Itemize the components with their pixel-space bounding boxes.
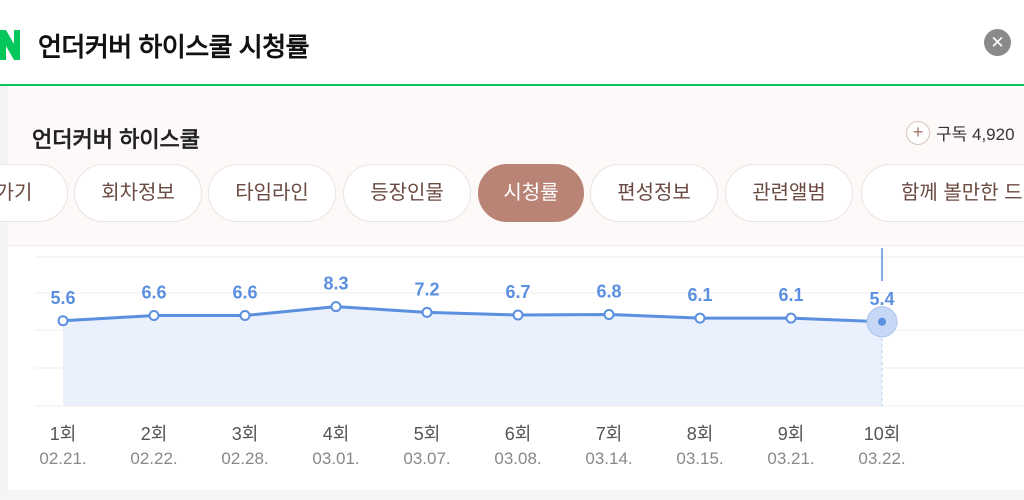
subscribe-label: 구독 4,920: [936, 125, 1015, 144]
data-point: [148, 310, 160, 322]
naver-logo-icon: [0, 30, 20, 60]
x-tick-episode: 1회: [50, 424, 77, 444]
data-label: 5.6: [50, 288, 75, 308]
data-label: 7.2: [414, 279, 439, 299]
x-tick-date: 03.21.: [767, 449, 814, 468]
x-tick-episode: 8회: [687, 424, 714, 444]
tab-recommend[interactable]: 함께 볼만한 드라: [861, 164, 1024, 222]
x-tick-episode: 10회: [864, 424, 901, 444]
data-point: [785, 312, 797, 324]
x-tick-date: 03.08.: [494, 449, 541, 468]
x-tick-episode: 3회: [232, 424, 259, 444]
ratings-line-chart: 5.6 1회 02.21. 6.6 2회 02.22. 6.6 3회 02.28. 8.3 4회 03…: [35, 248, 1024, 468]
data-point: [603, 308, 615, 320]
subscribe-button[interactable]: + 구독 4,920: [906, 120, 1015, 145]
data-label: 6.6: [141, 283, 166, 303]
close-icon[interactable]: ✕: [984, 29, 1011, 56]
data-point: [512, 309, 524, 321]
x-tick-date: 03.15.: [676, 449, 723, 468]
x-tick-episode: 6회: [505, 424, 532, 444]
data-point: [878, 317, 886, 326]
data-label: 8.3: [323, 274, 348, 294]
page-title: 언더커버 하이스쿨 시청률: [38, 32, 310, 62]
tab-bar: 가기 회차정보 타임라인 등장인물 시청률 편성정보 관련앨범 함께 볼만한 드…: [0, 164, 1024, 224]
ratings-chart: 5.6 1회 02.21. 6.6 2회 02.22. 6.6 3회 02.28. 8.3 4회 03…: [0, 248, 1024, 500]
data-label: 6.7: [505, 282, 530, 302]
tab-episode-info[interactable]: 회차정보: [74, 164, 202, 222]
tab-ratings[interactable]: 시청률: [478, 164, 584, 222]
x-tick-episode: 7회: [596, 424, 623, 444]
tab-schedule[interactable]: 편성정보: [590, 164, 718, 222]
data-point: [330, 301, 342, 313]
data-point: [421, 306, 433, 318]
tab-characters[interactable]: 등장인물: [343, 164, 471, 222]
data-point: [57, 315, 69, 327]
show-name[interactable]: 언더커버 하이스쿨: [32, 127, 201, 152]
data-label: 6.1: [778, 285, 803, 305]
area-fill: [63, 306, 882, 406]
x-tick-date: 02.21.: [39, 449, 86, 468]
x-tick-episode: 5회: [414, 424, 441, 444]
data-label: 6.6: [232, 283, 257, 303]
left-edge: [0, 86, 8, 500]
x-tick-date: 02.28.: [221, 449, 268, 468]
x-tick-date: 03.22.: [858, 449, 905, 468]
x-tick-episode: 4회: [323, 424, 350, 444]
x-tick-date: 03.14.: [585, 449, 632, 468]
tab-timeline[interactable]: 타임라인: [208, 164, 336, 222]
x-tick-date: 03.01.: [312, 449, 359, 468]
series-line: [62, 305, 883, 324]
plus-icon: +: [906, 120, 930, 145]
data-point: [239, 310, 251, 322]
x-tick-date: 02.22.: [130, 449, 177, 468]
x-tick-episode: 2회: [141, 424, 168, 444]
data-label: 5.4: [869, 289, 894, 309]
tab-album[interactable]: 관련앨범: [725, 164, 853, 222]
data-point: [694, 312, 706, 324]
x-tick-episode: 9회: [778, 424, 805, 444]
data-label: 6.1: [687, 285, 712, 305]
x-tick-date: 03.07.: [403, 449, 450, 468]
tab-shortcut[interactable]: 가기: [0, 164, 68, 222]
top-bar: 언더커버 하이스쿨 시청률 ✕: [0, 0, 1024, 86]
bottom-divider: [0, 490, 1024, 500]
data-label: 6.8: [596, 281, 621, 301]
